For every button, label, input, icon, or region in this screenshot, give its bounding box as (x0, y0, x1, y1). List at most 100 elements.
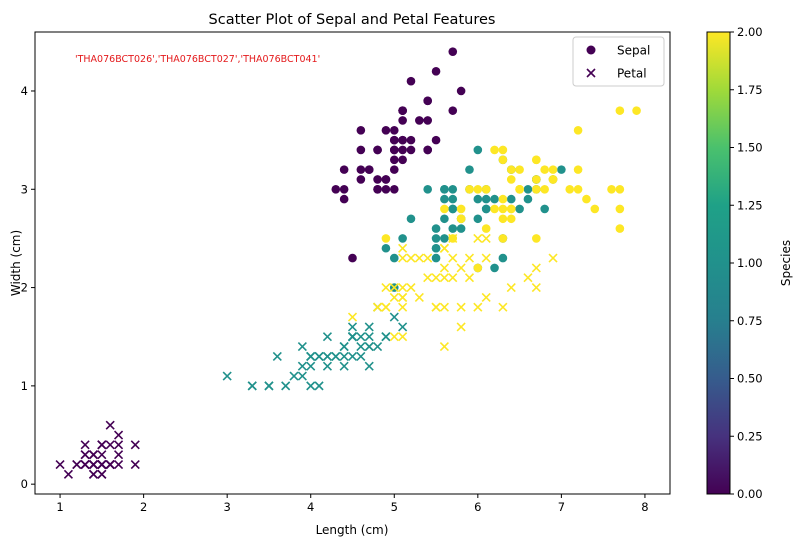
petal-point (448, 233, 458, 243)
petal-point (398, 243, 408, 253)
petal-point (63, 469, 73, 479)
sepal-point (548, 175, 558, 184)
sepal-point (456, 204, 466, 214)
sepal-point (506, 214, 516, 224)
sepal-point (498, 194, 508, 204)
petal-point (406, 283, 416, 293)
sepal-point (381, 125, 391, 135)
petal-point (373, 341, 383, 352)
petal-point (130, 459, 140, 470)
x-tick-label: 8 (641, 500, 648, 514)
petal-point (331, 351, 341, 361)
sepal-point (498, 155, 508, 165)
sepal-point (373, 145, 382, 155)
petal-point (389, 283, 399, 293)
petal-point (431, 302, 441, 312)
sepal-point (356, 125, 366, 135)
sepal-point (431, 224, 441, 233)
sepal-point (506, 175, 516, 184)
sepal-point (532, 184, 541, 194)
sepal-point (498, 253, 508, 263)
petal-point (464, 273, 475, 283)
petal-point (448, 273, 458, 283)
petal-point (398, 283, 408, 293)
petal-point (398, 292, 408, 302)
sepal-point (515, 165, 524, 174)
x-tick-label: 2 (140, 500, 147, 514)
petal-point (289, 371, 299, 381)
sepal-point (465, 184, 474, 194)
sepal-point (398, 116, 407, 125)
petal-point (97, 459, 107, 470)
petal-point (314, 351, 324, 361)
sepal-point (423, 116, 432, 125)
petal-point (322, 351, 332, 361)
sepal-point (607, 184, 616, 194)
y-axis-ticks: 0 1 2 3 4 (21, 84, 35, 491)
sepal-point (448, 47, 458, 56)
sepal-point (339, 184, 349, 194)
sepal-point (465, 165, 474, 174)
sepal-point (506, 165, 516, 174)
petal-point (247, 381, 257, 391)
petal-point (448, 253, 458, 263)
legend-box (572, 36, 665, 87)
petal-point (481, 292, 491, 302)
petal-point (55, 459, 65, 470)
petal-point (322, 361, 332, 371)
plot-area-frame (34, 31, 671, 495)
legend-petal-label: Petal (617, 67, 647, 81)
sepal-point (498, 214, 508, 224)
petal-point (456, 302, 466, 312)
petal-point (364, 341, 374, 352)
sepal-point (615, 184, 625, 194)
petal-point (264, 381, 274, 391)
y-tick-label: 4 (21, 84, 28, 98)
petal-point (464, 253, 475, 263)
sepal-point (523, 194, 533, 204)
petal-point (105, 440, 115, 450)
petal-point (481, 253, 491, 263)
petal-point (281, 381, 291, 391)
petal-point (548, 253, 558, 263)
sepal-point (381, 184, 391, 194)
petal-point (97, 469, 107, 479)
petal-point (80, 450, 90, 460)
sepal-point (448, 184, 458, 194)
sepal-point (615, 204, 625, 214)
petal-point (456, 263, 466, 273)
sepal-point (498, 145, 508, 155)
petal-point (113, 459, 124, 470)
sepal-point (381, 243, 391, 253)
petal-point (88, 469, 99, 479)
petal-point (414, 253, 424, 263)
sepal-point (557, 165, 566, 174)
sepal-point (481, 224, 491, 233)
petal-point (105, 420, 115, 430)
colorbar-ticks: 0.00 0.25 0.50 0.75 1.00 1.25 1.50 1.75 2.00 (730, 25, 763, 501)
petal-point (97, 440, 107, 450)
petal-point (373, 302, 383, 312)
x-axis-ticks: 1 2 3 4 5 6 7 8 (56, 494, 649, 514)
petal-point (356, 341, 366, 352)
sepal-point (532, 234, 541, 243)
petal-point (439, 263, 449, 273)
y-tick-label: 0 (21, 477, 28, 491)
legend: Sepal Petal (572, 36, 665, 87)
sepal-point (498, 204, 508, 214)
sepal-point (490, 145, 499, 155)
x-axis-label: Length (cm) (316, 523, 389, 537)
colorbar: 0.00 0.25 0.50 0.75 1.00 1.25 1.50 1.75 2.00 Spe… (706, 25, 793, 501)
sepal-point (540, 184, 549, 194)
petal-point (423, 273, 433, 283)
petal-point (389, 292, 399, 302)
petal-point (297, 371, 307, 381)
x-tick-label: 1 (56, 500, 63, 514)
petal-point (498, 302, 508, 312)
y-tick-label: 1 (21, 379, 28, 393)
colorbar-tick-label: 0.00 (737, 487, 763, 501)
colorbar-tick-label: 1.75 (737, 83, 763, 97)
sepal-point (473, 184, 483, 194)
sepal-point (423, 145, 432, 155)
petal-point (347, 322, 358, 332)
